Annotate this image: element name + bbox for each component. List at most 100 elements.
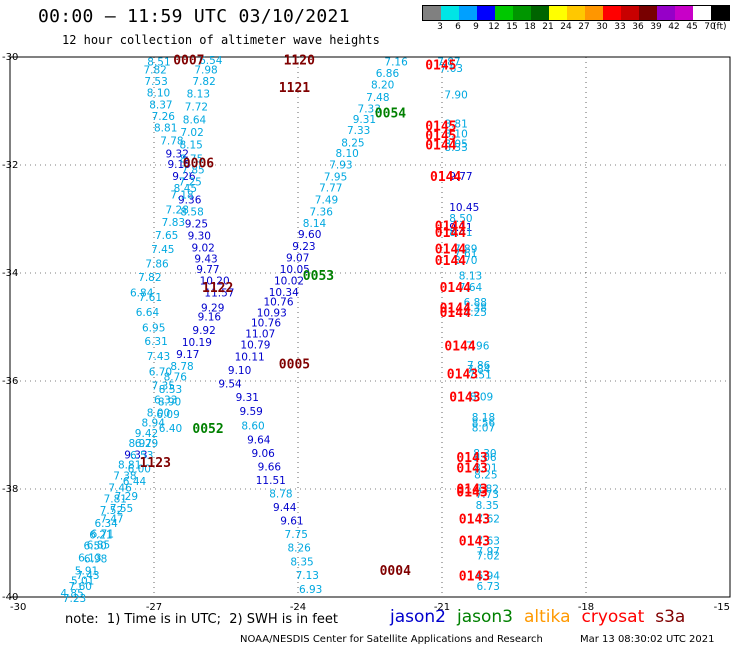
legend-swatch <box>621 6 639 20</box>
wave-height-value: 7.60 <box>69 581 92 593</box>
wave-height-value: 6.70 <box>149 366 172 378</box>
legend-swatch <box>477 6 495 20</box>
wave-height-value: 9.61 <box>280 515 303 527</box>
wave-height-value: 8.15 <box>179 139 202 151</box>
wave-height-value: 7.13 <box>296 570 319 582</box>
wave-height-value: 6.21 <box>89 529 112 541</box>
legend-label: 45 <box>686 22 698 32</box>
wave-height-value: 10.11 <box>235 352 265 364</box>
wave-height-value: 9.16 <box>198 312 222 324</box>
satellite-jason3: jason3 <box>457 607 513 627</box>
wave-height-value: 7.82 <box>476 483 499 495</box>
wave-height-value: 8.81 <box>154 123 177 135</box>
wave-height-value: 6.85 <box>87 540 110 552</box>
wave-height-value: 7.83 <box>162 217 185 229</box>
wave-height-value: 7.81 <box>104 494 127 506</box>
wave-height-value: 7.82 <box>138 272 161 284</box>
pass-time-label: 0144 <box>440 281 471 296</box>
wave-height-value: 7.84 <box>467 364 491 376</box>
pass-time-label: 0143 <box>456 461 487 476</box>
plot-frame <box>9 56 731 598</box>
wave-height-value: 8.97 <box>129 438 152 450</box>
wave-height-value: 7.36 <box>310 206 334 218</box>
legend-label: 42 <box>668 22 680 32</box>
wave-height-value: 8.50 <box>449 213 472 225</box>
wave-height-value: 8.10 <box>444 129 467 141</box>
wave-height-value: 8.78 <box>269 488 292 500</box>
wave-height-value: 9.77 <box>196 264 219 276</box>
legend-label: 3 <box>437 22 443 32</box>
pass-time-label: 0005 <box>279 358 310 373</box>
wave-height-value: 9.31 <box>236 392 259 404</box>
wave-height-value: 6.95 <box>142 323 165 335</box>
wave-height-value: 7.38 <box>113 471 136 483</box>
wave-height-value: 7.25 <box>178 177 201 189</box>
wave-height-value: 7.43 <box>76 570 99 582</box>
pass-time-label: 0144 <box>430 170 461 185</box>
wave-height-value: 6.93 <box>299 584 322 596</box>
wave-height-value: 8.51 <box>147 56 170 68</box>
wave-height-value: 8.41 <box>449 227 472 239</box>
legend-label: 12 <box>488 22 500 32</box>
wave-height-value: 8.75 <box>180 154 203 166</box>
wave-height-value: 9.32 <box>166 149 189 161</box>
wave-height-value: 7.89 <box>454 244 477 256</box>
wave-height-value: 7.45 <box>151 244 174 256</box>
wave-height-value: 9.59 <box>239 406 262 418</box>
legend-label: 24 <box>560 22 572 32</box>
source-credit: NOAA/NESDIS Center for Satellite Applica… <box>240 634 543 645</box>
wave-height-value: 7.97 <box>477 546 500 558</box>
wave-height-value: 10.02 <box>274 276 304 288</box>
wave-height-value: 8.53 <box>159 384 182 396</box>
wave-height-value: 7.96 <box>466 340 490 352</box>
pass-time-label: 0052 <box>192 422 223 437</box>
wave-height-value: 9.15 <box>167 159 190 171</box>
legend-label: 9 <box>473 22 479 32</box>
wave-height-value: 7.16 <box>384 56 408 68</box>
pass-time-label: 0143 <box>449 391 480 406</box>
wave-height-value: 7.55 <box>110 503 133 515</box>
wave-height-value: 7.43 <box>147 351 170 363</box>
y-tick-label: -30 <box>2 52 18 63</box>
wave-height-value: 6.31 <box>144 336 167 348</box>
pass-time-label: 0144 <box>444 339 475 354</box>
wave-height-value: 7.72 <box>185 102 208 114</box>
pass-time-label: 0053 <box>303 269 334 284</box>
legend-swatch <box>531 6 549 20</box>
x-tick-label: -15 <box>714 602 730 613</box>
wave-height-value: 7.64 <box>459 282 483 294</box>
wave-height-value: 8.26 <box>287 542 311 554</box>
wave-height-value: 8.05 <box>444 138 467 150</box>
wave-height-value: 9.25 <box>185 218 208 230</box>
wave-height-value: 7.47 <box>100 514 123 526</box>
legend-swatch <box>657 6 675 20</box>
wave-height-value: 8.10 <box>147 88 170 100</box>
pass-time-label: 0144 <box>425 138 456 153</box>
wave-height-value: 6.29 <box>135 438 158 450</box>
wave-height-value: 7.82 <box>192 76 215 88</box>
wave-height-value: 9.54 <box>218 379 242 391</box>
wave-height-value: 7.29 <box>115 491 138 503</box>
legend-label: 36 <box>632 22 644 32</box>
y-tick-label: -38 <box>2 484 18 495</box>
color-scale-legend <box>422 5 730 21</box>
wave-height-value: 7.28 <box>166 204 189 216</box>
wave-height-value: 7.73 <box>476 489 499 501</box>
legend-swatch <box>603 6 621 20</box>
wave-height-value: 9.06 <box>251 448 275 460</box>
satellite-s3a: s3a <box>655 607 686 627</box>
wave-height-value: 7.35 <box>152 380 175 392</box>
legend-label: 33 <box>614 22 626 32</box>
wave-height-value: 5.01 <box>71 575 94 587</box>
wave-height-value: 6.84 <box>130 287 154 299</box>
wave-height-value: 8.00 <box>147 407 170 419</box>
wave-height-value: 7.52 <box>100 505 123 517</box>
wave-height-value: 6.86 <box>376 68 400 80</box>
wave-height-value: 7.33 <box>358 103 381 115</box>
wave-height-value: 8.58 <box>180 206 203 218</box>
wave-height-value: 6.94 <box>477 570 501 582</box>
wave-height-value: 7.38 <box>464 303 487 315</box>
wave-height-value: 6.00 <box>128 463 151 475</box>
wave-height-value: 7.18 <box>170 190 193 202</box>
wave-height-value: 8.70 <box>454 255 477 267</box>
